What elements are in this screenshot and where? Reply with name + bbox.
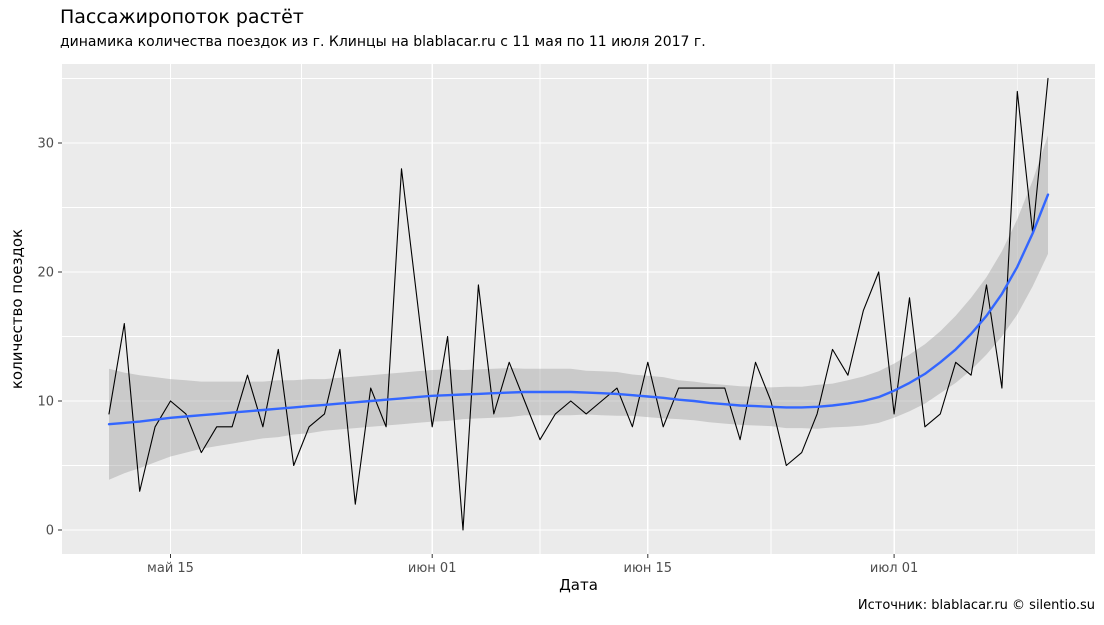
x-tick-label: июн 15 xyxy=(624,561,673,576)
y-tick-label: 20 xyxy=(37,266,54,281)
x-tick-label: июн 01 xyxy=(408,561,457,576)
trips-line xyxy=(108,77,1049,531)
x-tick-label: июл 01 xyxy=(870,561,918,576)
x-axis-title: Дата xyxy=(559,576,598,594)
y-axis-title: количество поездок xyxy=(8,228,26,390)
chart-title: Пассажиропоток растёт xyxy=(60,6,304,28)
y-tick-label: 30 xyxy=(37,137,54,152)
smooth-line xyxy=(107,193,1050,426)
y-tick-label: 0 xyxy=(46,524,54,539)
chart-caption: Источник: blablacar.ru © silentio.su xyxy=(857,598,1095,613)
panel-background xyxy=(62,64,1095,554)
chart-subtitle: динамика количества поездок из г. Клинцы… xyxy=(60,34,706,50)
x-tick-label: май 15 xyxy=(147,561,194,576)
y-tick-label: 10 xyxy=(37,395,54,410)
